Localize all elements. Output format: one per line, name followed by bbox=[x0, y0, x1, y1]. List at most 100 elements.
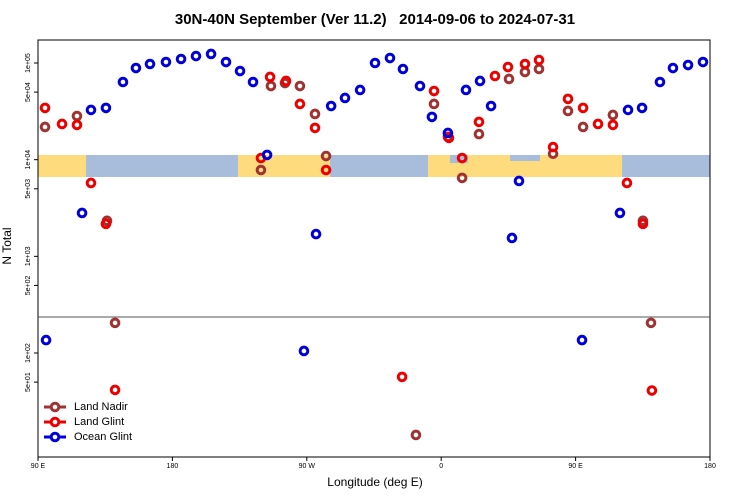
marker bbox=[485, 100, 497, 112]
y-tick-label: 1e+05 bbox=[25, 53, 32, 73]
marker bbox=[621, 177, 633, 189]
x-tick-label: 0 bbox=[439, 463, 443, 470]
marker bbox=[697, 56, 709, 68]
marker bbox=[506, 232, 518, 244]
x-tick-label: 90 E bbox=[31, 463, 46, 470]
marker bbox=[473, 128, 485, 140]
marker bbox=[85, 177, 97, 189]
marker bbox=[384, 52, 396, 64]
marker bbox=[562, 93, 574, 105]
marker bbox=[607, 119, 619, 131]
legend-marker bbox=[49, 401, 61, 413]
marker bbox=[325, 100, 337, 112]
marker bbox=[85, 104, 97, 116]
marker bbox=[309, 122, 321, 134]
legend-label: Land Nadir bbox=[74, 401, 128, 413]
marker bbox=[456, 152, 468, 164]
marker bbox=[100, 218, 112, 230]
marker bbox=[294, 80, 306, 92]
marker bbox=[614, 207, 626, 219]
marker bbox=[261, 149, 273, 161]
x-tick-label: 90 W bbox=[299, 463, 316, 470]
marker bbox=[175, 53, 187, 65]
marker bbox=[473, 116, 485, 128]
marker bbox=[71, 110, 83, 122]
marker bbox=[645, 317, 657, 329]
y-tick-label: 1e+03 bbox=[25, 246, 32, 266]
marker bbox=[577, 121, 589, 133]
plot-frame bbox=[37, 39, 711, 458]
marker bbox=[247, 76, 259, 88]
marker bbox=[646, 385, 658, 396]
marker bbox=[428, 98, 440, 110]
marker bbox=[320, 164, 332, 176]
marker bbox=[309, 108, 321, 120]
marker bbox=[502, 61, 514, 73]
marker bbox=[576, 334, 588, 346]
marker bbox=[40, 334, 52, 346]
y-tick-label: 1e+04 bbox=[25, 150, 32, 170]
marker bbox=[489, 70, 501, 82]
marker bbox=[577, 102, 589, 114]
y-tick-label: 1e+02 bbox=[25, 343, 32, 363]
legend-marker bbox=[49, 416, 61, 428]
marker bbox=[144, 58, 156, 70]
marker bbox=[519, 66, 531, 78]
marker bbox=[562, 105, 574, 117]
map-band bbox=[38, 155, 710, 177]
marker bbox=[354, 84, 366, 96]
marker bbox=[410, 429, 422, 441]
x-tick-label: 180 bbox=[167, 463, 179, 470]
marker bbox=[607, 109, 619, 121]
marker bbox=[294, 98, 306, 110]
y-tick-label: 5e+03 bbox=[25, 179, 32, 199]
y-tick-label: 5e+04 bbox=[25, 82, 32, 102]
marker bbox=[39, 121, 51, 133]
marker bbox=[117, 76, 129, 88]
marker bbox=[71, 119, 83, 131]
marker bbox=[56, 118, 68, 130]
sea bbox=[510, 155, 540, 161]
marker bbox=[682, 59, 694, 71]
legend-label: Ocean Glint bbox=[74, 431, 132, 443]
y-tick-label: 5e+02 bbox=[25, 276, 32, 296]
marker bbox=[264, 71, 276, 83]
marker bbox=[460, 84, 472, 96]
marker bbox=[533, 63, 545, 75]
marker bbox=[456, 172, 468, 184]
marker bbox=[442, 127, 454, 139]
marker bbox=[310, 228, 322, 240]
land bbox=[428, 155, 622, 177]
marker bbox=[190, 50, 202, 62]
marker bbox=[396, 371, 408, 383]
marker bbox=[100, 102, 112, 114]
marker bbox=[533, 54, 545, 66]
marker bbox=[547, 141, 559, 153]
marker bbox=[220, 56, 232, 68]
marker bbox=[426, 111, 438, 123]
marker bbox=[637, 218, 649, 230]
marker bbox=[109, 317, 121, 329]
marker bbox=[109, 384, 121, 396]
land bbox=[38, 155, 86, 177]
marker bbox=[39, 102, 51, 114]
land bbox=[238, 155, 330, 177]
marker bbox=[622, 104, 634, 116]
x-axis-label: Longitude (deg E) bbox=[327, 475, 422, 489]
chart-title: 30N-40N September (Ver 11.2) 2014-09-06 … bbox=[175, 11, 575, 28]
marker bbox=[320, 150, 332, 162]
marker bbox=[667, 62, 679, 74]
marker bbox=[265, 80, 277, 92]
marker bbox=[592, 118, 604, 130]
x-tick-label: 180 bbox=[704, 463, 716, 470]
marker bbox=[255, 164, 267, 176]
marker bbox=[160, 56, 172, 68]
marker bbox=[443, 132, 455, 144]
marker bbox=[339, 92, 351, 104]
y-tick-label: 5e+01 bbox=[25, 372, 32, 392]
legend-marker bbox=[49, 431, 61, 443]
marker bbox=[280, 75, 292, 87]
marker bbox=[513, 175, 525, 187]
